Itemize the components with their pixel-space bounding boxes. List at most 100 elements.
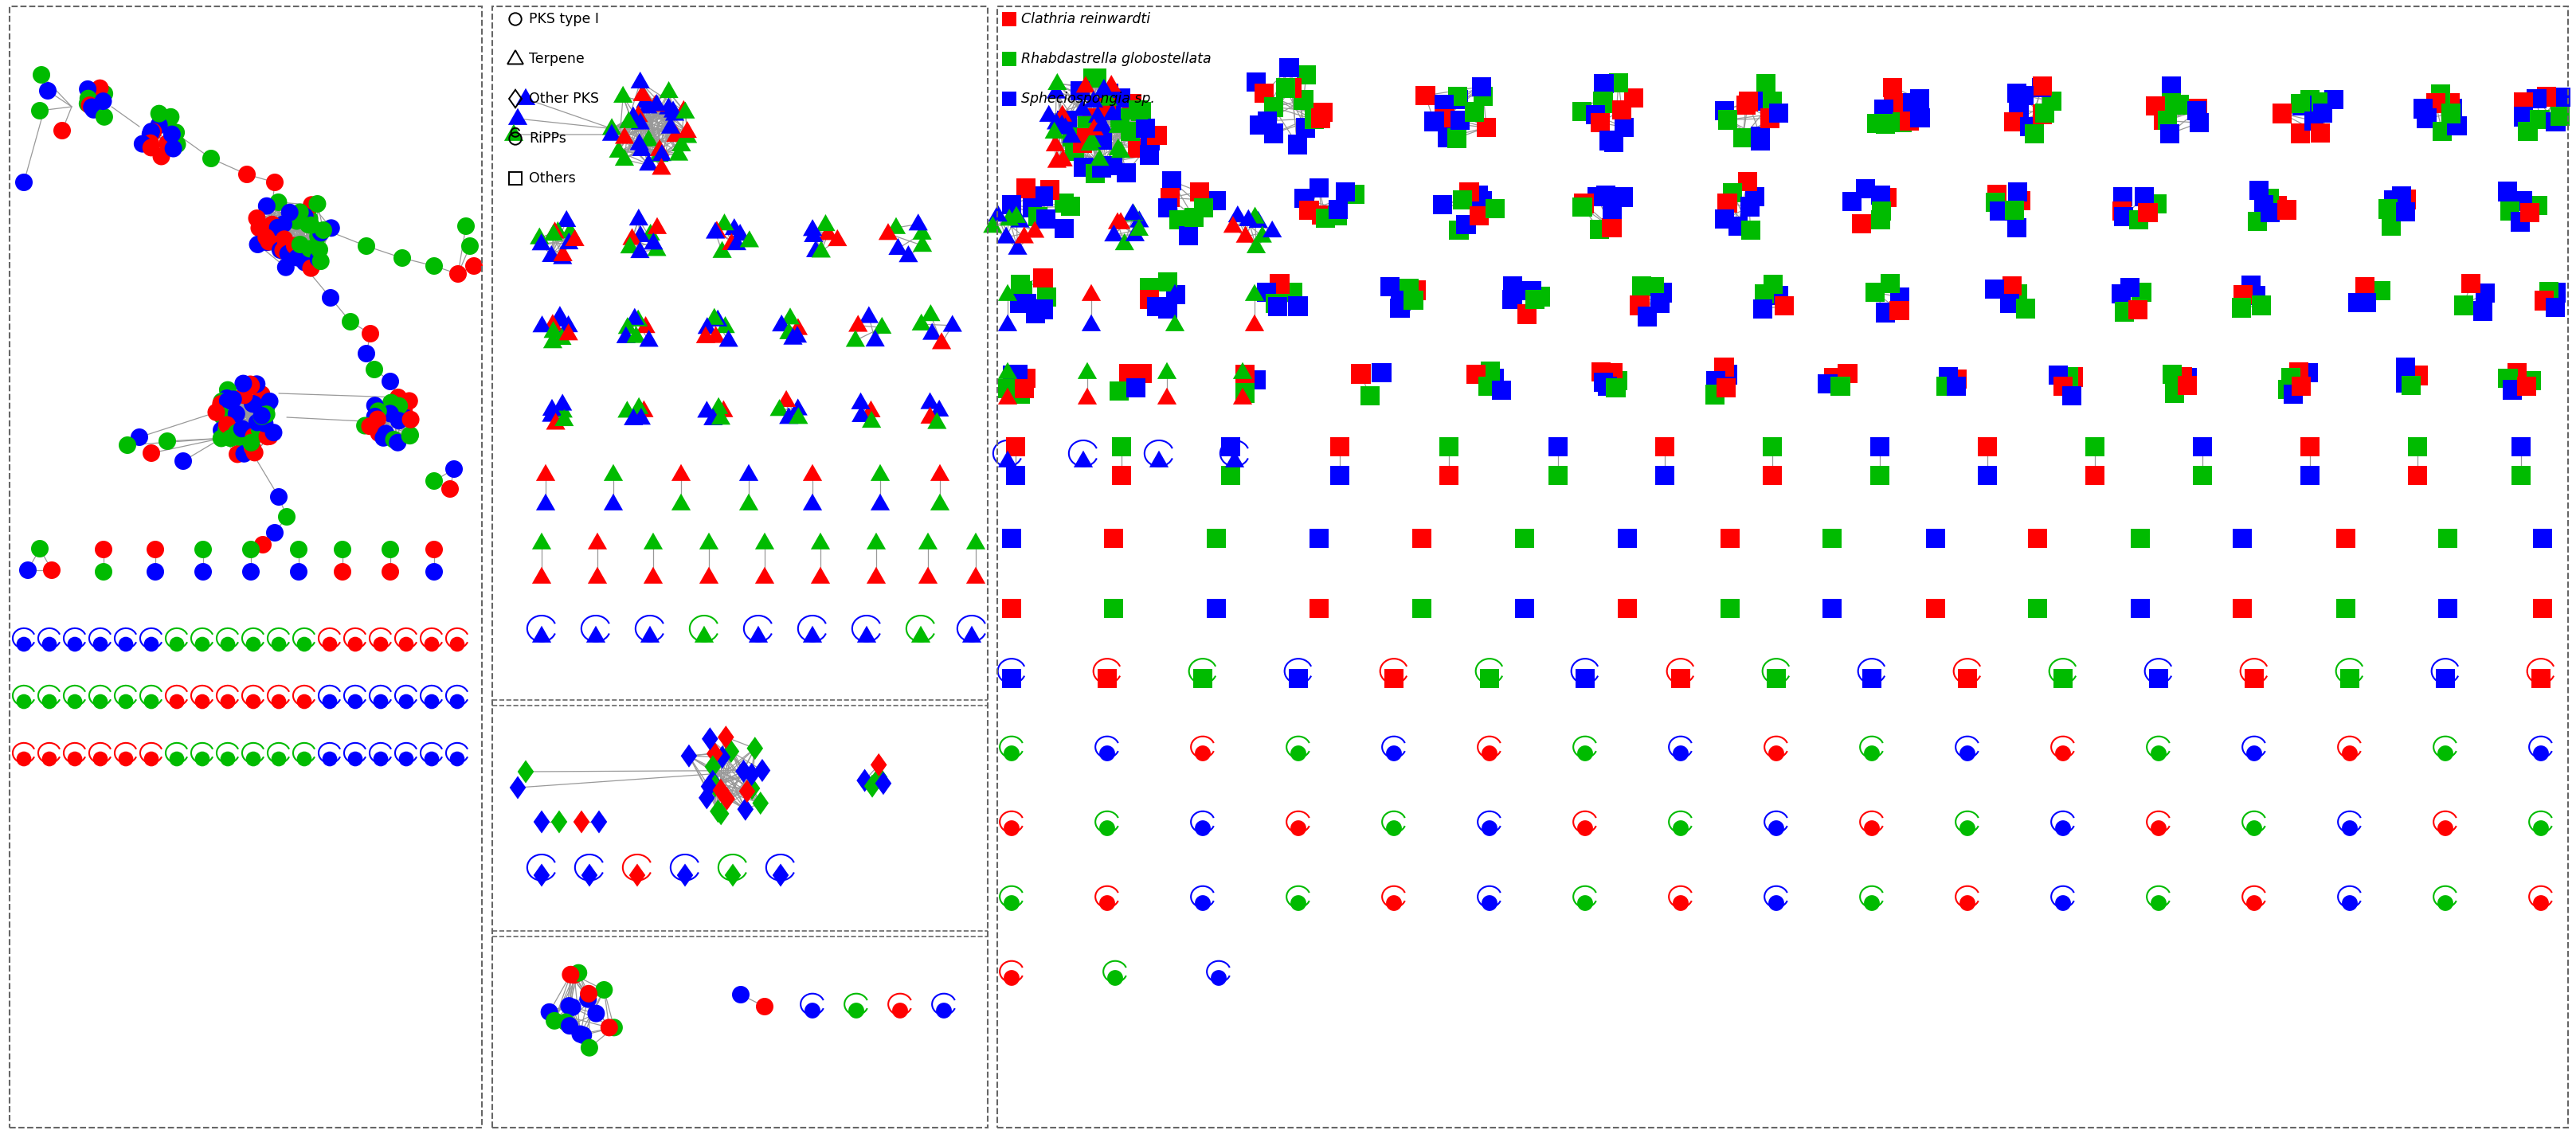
- Circle shape: [258, 229, 276, 246]
- Polygon shape: [559, 323, 577, 340]
- Bar: [1716, 210, 1734, 229]
- Bar: [2259, 188, 2280, 208]
- Polygon shape: [706, 308, 724, 324]
- Polygon shape: [644, 567, 662, 584]
- Bar: [2282, 384, 2303, 404]
- Polygon shape: [1082, 314, 1100, 331]
- Bar: [1381, 277, 1399, 296]
- Circle shape: [245, 752, 260, 767]
- Circle shape: [245, 443, 263, 462]
- Polygon shape: [623, 107, 644, 124]
- Bar: [1721, 599, 1739, 618]
- Bar: [2347, 294, 2367, 313]
- Bar: [1605, 133, 1623, 152]
- Bar: [2233, 528, 2251, 548]
- Polygon shape: [675, 102, 696, 118]
- Polygon shape: [631, 408, 652, 425]
- Bar: [1600, 130, 1618, 150]
- Circle shape: [309, 195, 327, 213]
- Bar: [2169, 95, 2190, 115]
- Circle shape: [250, 395, 268, 413]
- Circle shape: [144, 637, 160, 652]
- Polygon shape: [536, 493, 556, 510]
- Circle shape: [389, 434, 407, 451]
- Bar: [2396, 189, 2416, 209]
- Circle shape: [2246, 895, 2262, 911]
- Polygon shape: [719, 330, 739, 347]
- Bar: [1185, 208, 1203, 227]
- Polygon shape: [708, 397, 729, 414]
- Circle shape: [389, 389, 407, 406]
- Polygon shape: [997, 314, 1018, 331]
- Circle shape: [95, 85, 113, 102]
- Bar: [2499, 181, 2517, 201]
- Circle shape: [286, 237, 304, 254]
- Bar: [2499, 369, 2517, 388]
- Polygon shape: [739, 780, 755, 803]
- Bar: [1159, 198, 1177, 218]
- Polygon shape: [1131, 211, 1149, 227]
- Polygon shape: [1061, 126, 1082, 143]
- Bar: [1718, 194, 1736, 213]
- Bar: [1440, 437, 1458, 456]
- Bar: [2447, 117, 2465, 136]
- Polygon shape: [631, 242, 649, 259]
- Bar: [2409, 437, 2427, 456]
- Bar: [1718, 110, 1736, 129]
- Circle shape: [273, 242, 291, 259]
- Bar: [2290, 124, 2311, 143]
- Polygon shape: [860, 400, 881, 417]
- Text: Other PKS: Other PKS: [528, 92, 600, 105]
- Polygon shape: [1010, 211, 1030, 228]
- Circle shape: [1767, 745, 1785, 761]
- Polygon shape: [1236, 226, 1255, 243]
- Polygon shape: [652, 144, 672, 161]
- Polygon shape: [737, 797, 755, 821]
- Polygon shape: [770, 399, 788, 416]
- Bar: [1989, 202, 2009, 221]
- Circle shape: [556, 1014, 574, 1031]
- Bar: [1455, 215, 1476, 235]
- Polygon shape: [1054, 150, 1072, 167]
- Circle shape: [1577, 895, 1592, 911]
- Polygon shape: [1262, 220, 1283, 237]
- Polygon shape: [1048, 73, 1066, 90]
- Polygon shape: [1077, 76, 1095, 93]
- Bar: [1705, 384, 1726, 404]
- Bar: [1082, 68, 1103, 87]
- Bar: [1978, 437, 1996, 456]
- Bar: [1473, 192, 1492, 211]
- Polygon shape: [912, 314, 930, 330]
- Circle shape: [546, 1012, 564, 1030]
- Bar: [1110, 108, 1128, 127]
- Polygon shape: [871, 753, 886, 777]
- Polygon shape: [927, 412, 945, 429]
- Bar: [2432, 84, 2450, 103]
- Polygon shape: [559, 315, 577, 332]
- Circle shape: [291, 562, 307, 581]
- Polygon shape: [698, 318, 716, 333]
- Circle shape: [289, 249, 307, 266]
- Bar: [1275, 78, 1296, 98]
- Bar: [1123, 94, 1141, 113]
- Circle shape: [366, 397, 384, 414]
- Circle shape: [600, 1018, 618, 1036]
- Bar: [1875, 115, 1896, 134]
- Polygon shape: [665, 104, 685, 120]
- Polygon shape: [917, 567, 938, 584]
- Circle shape: [304, 196, 319, 213]
- Polygon shape: [1048, 151, 1066, 168]
- Polygon shape: [711, 799, 726, 823]
- Polygon shape: [623, 408, 644, 425]
- Bar: [1157, 299, 1177, 319]
- Polygon shape: [1087, 105, 1108, 122]
- Circle shape: [211, 430, 229, 447]
- Circle shape: [142, 125, 160, 143]
- Bar: [1891, 287, 1909, 306]
- Polygon shape: [647, 217, 667, 234]
- Circle shape: [276, 230, 294, 248]
- Bar: [2463, 274, 2481, 294]
- Bar: [2032, 78, 2050, 98]
- Bar: [1453, 189, 1471, 209]
- Polygon shape: [616, 149, 634, 166]
